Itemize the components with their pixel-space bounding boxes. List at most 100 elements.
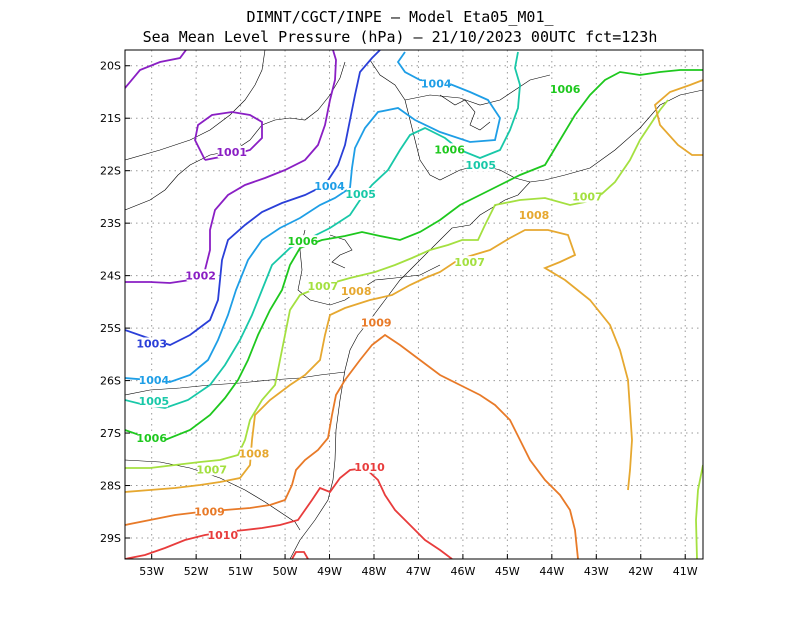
isobar-1009 — [125, 333, 579, 559]
contour-label-1004: 1004 — [139, 374, 170, 387]
isobar-1010-closed — [291, 551, 309, 559]
contour-label-bg — [551, 82, 580, 95]
contour-label-1007: 1007 — [454, 256, 485, 269]
coast-detail-1 — [439, 94, 491, 131]
x-axis-ticks: 53W 52W 51W 50W 49W 48W 47W 46W 45W 44W 43W 42W 41W — [139, 554, 698, 578]
contour-label-1007: 1007 — [308, 280, 339, 293]
state-border-5 — [125, 459, 301, 531]
contour-label-bg — [308, 279, 337, 292]
x-tick-label: 51W — [228, 565, 253, 578]
x-tick-label: 50W — [273, 565, 298, 578]
contour-label-bg — [422, 77, 451, 90]
isobar-1003 — [125, 50, 381, 346]
x-tick-label: 41W — [673, 565, 698, 578]
contour-label-1008: 1008 — [341, 285, 372, 298]
plot-frame — [124, 49, 704, 560]
contour-label-1006: 1006 — [288, 235, 319, 248]
x-tick-label: 47W — [406, 565, 431, 578]
isobar-1007-east — [695, 464, 703, 559]
y-tick-label: 24S — [100, 270, 121, 283]
contour-label-bg — [217, 145, 246, 158]
contour-label-1007: 1007 — [196, 463, 227, 476]
coast-detail-2 — [329, 234, 353, 269]
isobar-1005 — [125, 51, 521, 409]
contour-label-1006: 1006 — [434, 143, 465, 156]
y-tick-label: 27S — [100, 427, 121, 440]
contour-label-bg — [315, 180, 344, 193]
isobar-1008-east — [653, 79, 703, 156]
isobar-1001 — [125, 50, 187, 89]
contour-label-bg — [239, 447, 268, 460]
contour-label-bg — [435, 143, 464, 156]
y-tick-label: 26S — [100, 375, 121, 388]
contour-label-bg — [520, 208, 549, 221]
title-line2: Sea Mean Level Pressure (hPa) – 21/10/20… — [143, 28, 658, 46]
contour-label-bg — [197, 463, 226, 476]
contour-label-1006: 1006 — [136, 432, 167, 445]
title-line1: DIMNT/CGCT/INPE – Model Eta05_M01_ — [246, 8, 554, 26]
contour-label-1009: 1009 — [194, 505, 225, 518]
contour-label-bg — [288, 235, 317, 248]
contour-label-1010: 1010 — [208, 529, 239, 542]
x-tick-label: 43W — [584, 565, 609, 578]
y-tick-label: 20S — [100, 60, 121, 73]
contour-label-1009: 1009 — [361, 316, 392, 329]
x-tick-label: 46W — [450, 565, 475, 578]
contour-label-1004: 1004 — [421, 78, 452, 91]
contour-labels: 1001100210031004100410041005100510051006… — [136, 77, 603, 542]
state-border-6 — [369, 59, 531, 183]
y-tick-label: 29S — [100, 532, 121, 545]
contour-label-bg — [195, 505, 224, 518]
grid-lines — [125, 50, 703, 559]
contour-label-bg — [186, 269, 215, 282]
contour-label-1001: 1001 — [216, 146, 247, 159]
state-border-4 — [125, 371, 346, 396]
contour-label-1002: 1002 — [185, 269, 216, 282]
contour-label-1005: 1005 — [139, 395, 170, 408]
y-tick-label: 21S — [100, 112, 121, 125]
isobar-1006 — [125, 69, 703, 441]
state-border-1 — [125, 50, 266, 161]
isobars — [125, 50, 703, 559]
contour-label-bg — [466, 159, 495, 172]
state-border-3 — [297, 229, 441, 306]
contour-label-bg — [355, 460, 384, 473]
contour-label-bg — [346, 187, 375, 200]
contour-label-1005: 1005 — [345, 188, 376, 201]
isobar-1004 — [125, 51, 501, 383]
x-tick-label: 48W — [362, 565, 387, 578]
contour-label-1006: 1006 — [550, 83, 581, 96]
contour-label-bg — [342, 285, 371, 298]
contour-label-1003: 1003 — [136, 337, 167, 350]
x-tick-label: 49W — [317, 565, 342, 578]
y-tick-label: 28S — [100, 480, 121, 493]
isobar-1010 — [125, 467, 453, 559]
contour-label-bg — [139, 374, 168, 387]
x-tick-label: 45W — [495, 565, 520, 578]
contour-label-1008: 1008 — [239, 448, 270, 461]
contour-label-bg — [455, 256, 484, 269]
x-tick-label: 53W — [139, 565, 164, 578]
contour-label-bg — [137, 431, 166, 444]
contour-label-1007: 1007 — [572, 191, 603, 204]
contour-label-1010: 1010 — [354, 461, 385, 474]
contour-label-bg — [208, 529, 237, 542]
contour-label-bg — [137, 337, 166, 350]
y-tick-label: 22S — [100, 165, 121, 178]
contour-label-1005: 1005 — [465, 159, 496, 172]
contour-label-bg — [573, 190, 602, 203]
y-tick-label: 23S — [100, 217, 121, 230]
x-tick-label: 42W — [628, 565, 653, 578]
y-tick-label: 25S — [100, 322, 121, 335]
state-border-2 — [125, 61, 346, 211]
contour-label-1004: 1004 — [314, 180, 345, 193]
contour-label-1008: 1008 — [519, 209, 550, 222]
x-tick-label: 52W — [184, 565, 209, 578]
x-tick-label: 44W — [539, 565, 564, 578]
coastline-borders — [125, 50, 703, 559]
isobar-1007 — [125, 99, 669, 469]
contour-label-bg — [139, 395, 168, 408]
y-axis-ticks: 20S 21S 22S 23S 24S 25S 26S 27S 28S 29S — [100, 60, 130, 545]
